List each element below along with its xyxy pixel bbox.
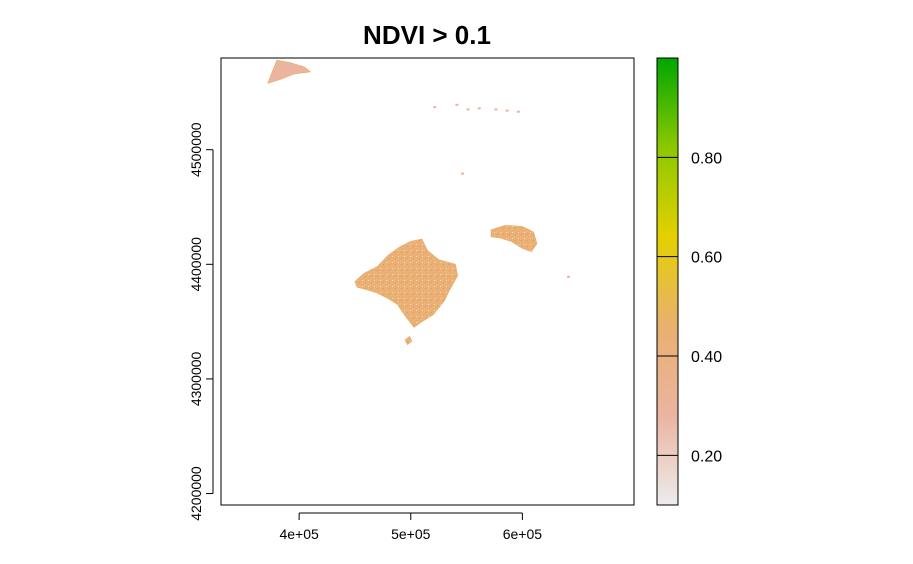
raster-speck — [567, 275, 570, 278]
island-mallorca — [354, 238, 459, 328]
y-tick-label: 4200000 — [188, 466, 204, 521]
raster-speck — [477, 107, 481, 110]
island-menorca — [490, 224, 538, 253]
y-tick-label: 4500000 — [188, 122, 204, 177]
raster-speck — [516, 110, 520, 113]
raster-speck — [505, 109, 509, 112]
island-ibiza — [267, 59, 312, 84]
legend-tick-label: 0.80 — [691, 150, 722, 167]
color-legend: 0.20 0.40 0.60 0.80 — [656, 57, 722, 506]
raster-speck — [455, 103, 459, 106]
y-tick-label: 4300000 — [188, 351, 204, 406]
raster-speck — [466, 108, 470, 111]
y-axis: 4200000 4300000 4400000 4500000 — [188, 122, 214, 521]
x-tick-label: 5e+05 — [391, 526, 431, 542]
raster-speck — [494, 108, 498, 111]
legend-tick-label: 0.20 — [691, 448, 722, 465]
legend-tick-label: 0.40 — [691, 349, 722, 366]
island-cabrera — [404, 335, 413, 346]
y-tick-label: 4400000 — [188, 237, 204, 292]
legend-tick-label: 0.60 — [691, 250, 722, 267]
raster-speck — [433, 106, 437, 109]
legend-color-bar — [656, 57, 679, 506]
chart-title: NDVI > 0.1 — [363, 20, 491, 50]
plot-frame — [220, 57, 635, 506]
x-axis: 4e+05 5e+05 6e+05 — [279, 512, 543, 542]
x-tick-label: 6e+05 — [503, 526, 543, 542]
raster-layer — [267, 59, 570, 346]
raster-speck — [461, 172, 464, 175]
x-tick-label: 4e+05 — [279, 526, 319, 542]
